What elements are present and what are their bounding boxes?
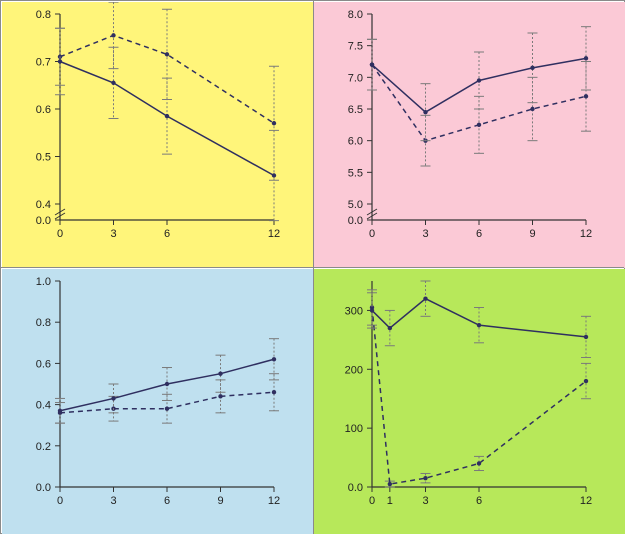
x-tick-label: 3 bbox=[110, 495, 116, 507]
x-tick-label: 6 bbox=[164, 228, 170, 240]
y-tick-label: 200 bbox=[345, 364, 363, 376]
y-tick-label: 0.4 bbox=[36, 199, 51, 211]
x-tick-label: 3 bbox=[422, 495, 428, 507]
y-tick-label: 0.6 bbox=[36, 104, 51, 116]
chart-br: 01 3 6 12 0.0 100 200 300 bbox=[314, 269, 625, 534]
x-tick-label: 6 bbox=[476, 495, 482, 507]
x-tick-label: 3 bbox=[110, 228, 116, 240]
y-tick-label: 1.0 bbox=[36, 276, 51, 288]
x-tick-label: 12 bbox=[268, 495, 280, 507]
y-tick-label: 0.6 bbox=[36, 358, 51, 370]
y-tick-label: 0.4 bbox=[36, 400, 51, 412]
y-tick-label: 7.5 bbox=[348, 41, 363, 53]
x-tick-label: 3 bbox=[422, 228, 428, 240]
y-tick-label: 0.7 bbox=[36, 57, 51, 69]
x-tick-label: 12 bbox=[580, 495, 592, 507]
x-tick-label: 6 bbox=[476, 228, 482, 240]
y-tick-label: 6.0 bbox=[348, 136, 363, 148]
y-tick-label: 5.5 bbox=[348, 167, 363, 179]
y-tick-label: 5.0 bbox=[348, 199, 363, 211]
y-tick-label: 0.2 bbox=[36, 441, 51, 453]
y-tick-label: 0.5 bbox=[36, 152, 51, 164]
x-tick-label: 12 bbox=[580, 228, 592, 240]
y-tick-label: 0.0 bbox=[36, 482, 51, 494]
x-tick-label: 9 bbox=[217, 495, 223, 507]
y-tick-label: 8.0 bbox=[348, 9, 363, 21]
x-tick-label: 0 bbox=[57, 495, 63, 507]
y-tick-label: 7.0 bbox=[348, 72, 363, 84]
x-tick-label: 6 bbox=[164, 495, 170, 507]
y-tick-label: 0.0 bbox=[36, 215, 51, 227]
figure-grid: 0 3 6 12 0.0 0.4 0.5 0.6 0.7 0.8 0 3 6 9 12 0.0 5.0 5.5 6.… bbox=[0, 0, 625, 534]
h-divider bbox=[1, 267, 624, 268]
x-tick-label: 0 bbox=[369, 495, 375, 507]
y-tick-label: 300 bbox=[345, 305, 363, 317]
y-tick-label: 0.0 bbox=[348, 482, 363, 494]
y-tick-label: 0.0 bbox=[348, 215, 363, 227]
y-tick-label: 0.8 bbox=[36, 9, 51, 21]
y-tick-label: 6.5 bbox=[348, 104, 363, 116]
y-tick-label: 0.8 bbox=[36, 317, 51, 329]
x-tick-label: 0 bbox=[369, 228, 375, 240]
x-tick-label: 12 bbox=[268, 228, 280, 240]
x-tick-label: 1 bbox=[387, 495, 393, 507]
series-solid bbox=[372, 299, 586, 337]
y-tick-label: 100 bbox=[345, 423, 363, 435]
chart-tr: 0 3 6 9 12 0.0 5.0 5.5 6.0 6.5 7.0 7.5 8.0 bbox=[314, 2, 625, 268]
x-tick-label: 0 bbox=[57, 228, 63, 240]
chart-bl: 0 3 6 9 12 0.0 0.2 0.4 0.6 0.8 1.0 bbox=[2, 269, 313, 534]
x-tick-label: 9 bbox=[529, 228, 535, 240]
chart-tl: 0 3 6 12 0.0 0.4 0.5 0.6 0.7 0.8 bbox=[2, 2, 313, 268]
